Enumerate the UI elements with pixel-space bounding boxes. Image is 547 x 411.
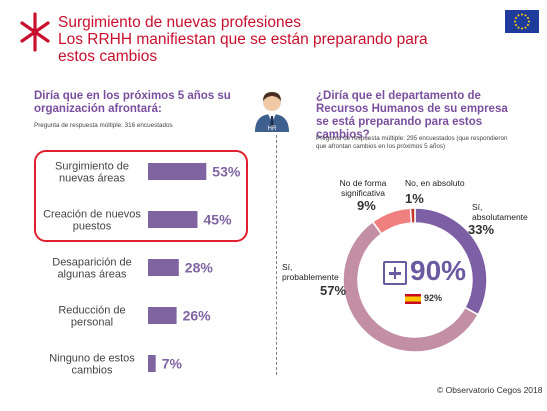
spain-total-value: 92% — [424, 293, 443, 303]
left-note: Pregunta de respuesta múltiple: 316 encu… — [34, 122, 173, 129]
bar-category-label: Surgimiento de — [55, 161, 129, 173]
donut-slice — [371, 207, 413, 235]
page-title: Surgimiento de nuevas profesiones Los RR… — [58, 14, 458, 65]
bar-category-label: Creación de nuevos — [43, 209, 141, 221]
slice-pct-probablemente: 57% — [320, 283, 347, 298]
bar-category-label: Reducción de — [58, 305, 125, 317]
bar-category-label: personal — [71, 317, 113, 329]
slice-label-absolutamente: Sí, absolutamente — [472, 202, 528, 222]
slice-pct-no-absoluto: 1% — [405, 191, 424, 206]
left-question: Diría que en los próximos 5 años su orga… — [34, 90, 231, 115]
bar — [148, 307, 177, 324]
bar-category-label: cambios — [72, 365, 113, 377]
bar-value-label: 26% — [183, 308, 212, 324]
bar-value-label: 53% — [212, 164, 241, 180]
bar — [148, 163, 207, 180]
title-line-2: Los RRHH manifiestan que se están prepar… — [58, 31, 428, 65]
right-question: ¿Diría que el departamento de Recursos H… — [316, 90, 508, 141]
bar — [148, 259, 179, 276]
plus-icon — [383, 261, 407, 285]
bar-value-label: 7% — [162, 356, 183, 372]
hr-person-icon: HR — [255, 92, 289, 132]
eu-flag-icon — [505, 10, 539, 33]
donut-slice — [409, 207, 416, 224]
slice-label-no-absoluto: No, en absoluto — [405, 178, 465, 188]
bar-category-label: Desaparición de — [52, 257, 132, 269]
bar-category-label: puestos — [73, 221, 112, 233]
slice-label-probablemente: Sí, probablemente — [282, 262, 339, 282]
right-note: Pregunta de respuesta múltiple: 295 encu… — [316, 135, 508, 150]
hr-icon-label: HR — [268, 126, 277, 132]
bar-category-label: Ninguno de estos — [49, 353, 135, 365]
donut-total-value: 90% — [410, 255, 467, 286]
highlight-box — [34, 150, 248, 242]
slice-label-no-significativa: No de forma significativa — [339, 178, 387, 198]
bar-value-label: 45% — [204, 212, 233, 228]
panel-divider — [276, 135, 277, 375]
spain-flag-icon — [405, 294, 421, 304]
bar-category-label: nuevas áreas — [59, 173, 126, 185]
bar — [148, 355, 156, 372]
donut-chart — [342, 207, 488, 353]
slice-pct-no-significativa: 9% — [357, 198, 376, 213]
footer-copyright: © Observatorio Cegos 2018 — [437, 385, 543, 395]
cegos-logo-icon — [20, 12, 50, 52]
bar-value-label: 28% — [185, 260, 214, 276]
slice-pct-absolutamente: 33% — [468, 222, 495, 237]
bar — [148, 211, 198, 228]
title-line-1: Surgimiento de nuevas profesiones — [58, 14, 301, 31]
bar-category-label: algunas áreas — [57, 269, 127, 281]
